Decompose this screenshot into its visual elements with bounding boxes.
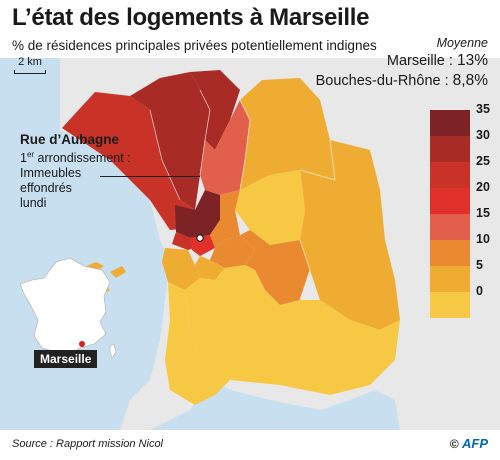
legend-swatch-25 bbox=[430, 162, 470, 188]
incident-marker bbox=[196, 234, 204, 242]
district-1 bbox=[190, 235, 215, 256]
source-credit: Source : Rapport mission Nicol bbox=[12, 438, 164, 450]
legend-label-0: 0 bbox=[476, 284, 483, 298]
legend: 35 30 25 20 15 10 5 0 bbox=[430, 100, 498, 318]
marseille-dot bbox=[79, 341, 85, 347]
callout: Rue d’Aubagne 1er arrondissement : Immeu… bbox=[20, 132, 190, 211]
france-shape bbox=[19, 257, 111, 355]
legend-label-30: 30 bbox=[476, 128, 490, 142]
averages-heading: Moyenne bbox=[436, 36, 488, 50]
district-14 bbox=[200, 100, 250, 195]
district-boundaries bbox=[149, 89, 336, 301]
district-16 bbox=[62, 92, 195, 230]
map-title: L’état des logements à Marseille bbox=[12, 4, 370, 31]
callout-title: Rue d’Aubagne bbox=[20, 132, 120, 147]
legend-label-20: 20 bbox=[476, 180, 490, 194]
legend-swatch-15 bbox=[430, 214, 470, 240]
district-8 bbox=[165, 282, 230, 405]
legend-swatch-20 bbox=[430, 188, 470, 214]
legend-label-35: 35 bbox=[476, 102, 490, 116]
callout-line-1-number: 1 bbox=[20, 151, 27, 166]
callout-line-1-sup: er bbox=[26, 150, 35, 159]
legend-swatch-5 bbox=[430, 266, 470, 292]
district-13 bbox=[240, 78, 335, 190]
callout-line-2: Immeubles bbox=[20, 166, 82, 181]
district-11 bbox=[300, 140, 400, 330]
marseille-label: Marseille bbox=[34, 350, 98, 368]
callout-line-1-text: arrondissement : bbox=[34, 151, 131, 166]
legend-label-25: 25 bbox=[476, 154, 490, 168]
district-5 bbox=[210, 235, 255, 268]
map-area bbox=[0, 58, 500, 430]
callout-line-3: effondrés bbox=[20, 181, 72, 196]
callout-pointer bbox=[100, 176, 200, 177]
legend-label-5: 5 bbox=[476, 258, 483, 272]
scale-label: 2 km bbox=[18, 56, 42, 68]
map-subtitle: % de résidences principales privées pote… bbox=[12, 38, 377, 53]
corsica-shape bbox=[109, 343, 117, 359]
district-15b bbox=[190, 70, 240, 150]
legend-label-15: 15 bbox=[476, 206, 490, 220]
afp-logo: AFP bbox=[462, 436, 488, 451]
district-15 bbox=[130, 72, 210, 210]
averages-box: Moyenne Marseille : 13% Bouches-du-Rhône… bbox=[258, 36, 488, 90]
district-12 bbox=[235, 170, 305, 245]
legend-label-10: 10 bbox=[476, 232, 490, 246]
average-marseille-value: 13% bbox=[456, 52, 488, 69]
legend-swatch-10 bbox=[430, 240, 470, 266]
choropleth-map bbox=[0, 58, 500, 430]
island-2 bbox=[110, 266, 126, 278]
district-3 bbox=[175, 190, 220, 238]
district-6 bbox=[195, 256, 225, 280]
scale-bar: 2 km bbox=[12, 56, 48, 76]
average-bdr-label: Bouches-du-Rhône : bbox=[315, 73, 453, 89]
average-bdr: Bouches-du-Rhône : 8,8% bbox=[258, 72, 488, 90]
legend-swatch-35 bbox=[430, 110, 470, 136]
copyright-prefix: © bbox=[449, 437, 462, 451]
district-7 bbox=[162, 248, 200, 290]
callout-line-4: lundi bbox=[20, 196, 47, 211]
scale-line bbox=[14, 70, 46, 74]
district-10 bbox=[240, 230, 310, 305]
district-9 bbox=[185, 265, 400, 395]
average-marseille: Marseille : 13% bbox=[258, 52, 488, 70]
legend-swatch-0 bbox=[430, 292, 470, 318]
callout-line-1: 1er arrondissement : bbox=[20, 147, 190, 166]
average-marseille-label: Marseille : bbox=[386, 53, 457, 69]
district-4 bbox=[210, 190, 240, 248]
average-bdr-value: 8,8% bbox=[452, 72, 488, 89]
legend-swatch-30 bbox=[430, 136, 470, 162]
copyright: © AFP bbox=[450, 436, 488, 451]
